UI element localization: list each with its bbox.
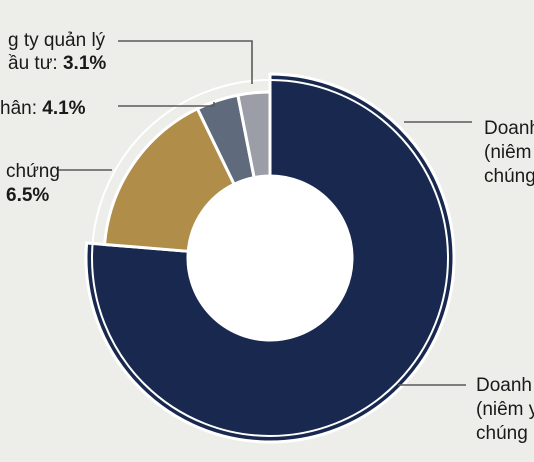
label-securities: chứng	[6, 161, 60, 182]
leader-fund-management	[118, 40, 253, 84]
label-fund-management-value: ầu tư: 3.1%	[8, 53, 107, 74]
outer-ring	[91, 79, 449, 437]
label-individual: hân: 4.1%	[0, 98, 86, 119]
label-enterprise-top: Doanh (niêm chúng	[484, 118, 534, 187]
donut-hole	[188, 176, 352, 340]
label-securities-value: 6.5%	[6, 185, 50, 206]
label-fund-management: g ty quản lý	[8, 30, 106, 51]
leader-individual	[118, 102, 215, 107]
label-enterprise-bottom: Doanh (niêm y chúng	[476, 375, 534, 444]
